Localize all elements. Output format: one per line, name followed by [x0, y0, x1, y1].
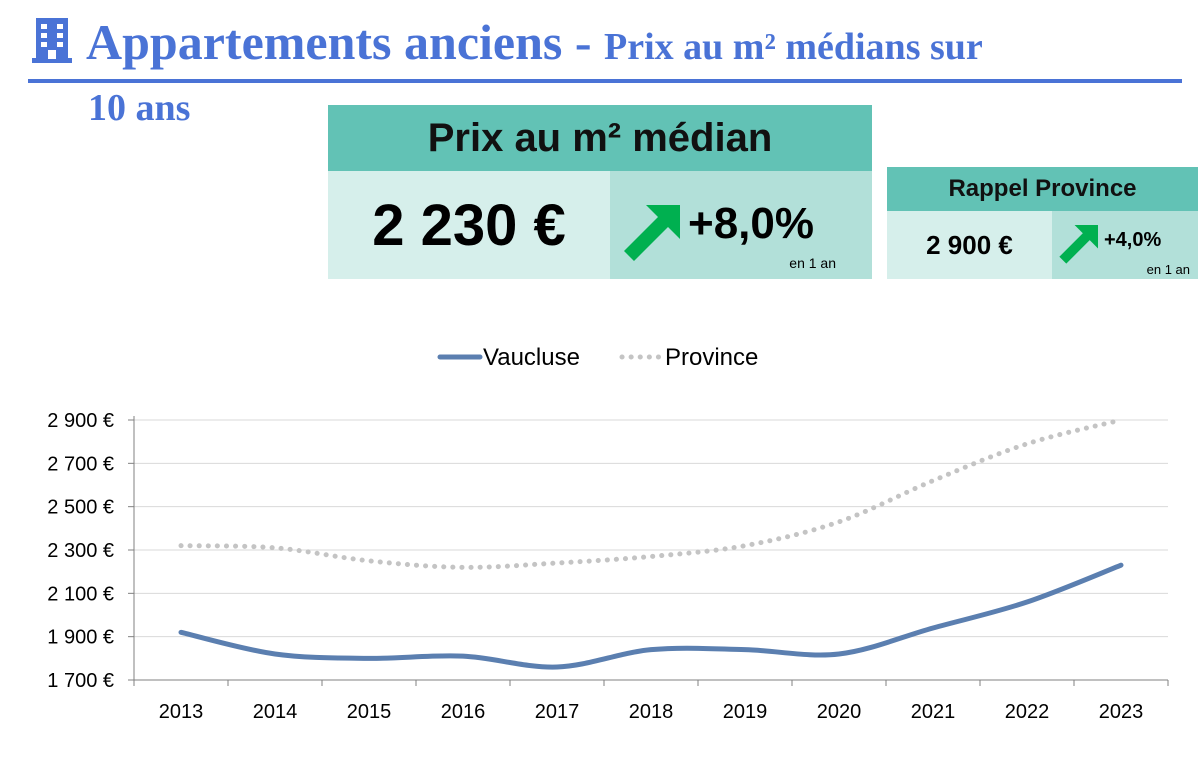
legend-label-vaucluse: Vaucluse — [483, 344, 580, 371]
kpi-main-label: Prix au m² médian — [328, 105, 872, 171]
arrow-up-right-icon — [624, 205, 680, 261]
title-main: Appartements anciens - — [86, 14, 605, 70]
kpi-province-period: en 1 an — [1146, 262, 1190, 277]
kpi-main-period: en 1 an — [789, 255, 836, 271]
x-tick-label: 2022 — [1005, 701, 1050, 723]
page-title: Appartements anciens - Prix au m² médian… — [86, 12, 983, 77]
arrow-up-right-icon — [1059, 225, 1098, 264]
x-tick-label: 2023 — [1099, 701, 1144, 723]
kpi-main-value: 2 230 € — [328, 171, 610, 279]
y-tick-label: 2 700 € — [47, 453, 114, 475]
title-underline — [28, 79, 1182, 83]
kpi-province-label: Rappel Province — [887, 167, 1198, 211]
kpi-province-value: 2 900 € — [887, 211, 1052, 279]
chart-series — [178, 417, 1124, 670]
chart-gridlines — [134, 419, 1168, 638]
x-tick-label: 2021 — [911, 701, 956, 723]
building-icon — [32, 18, 72, 63]
x-tick-label: 2014 — [253, 701, 298, 723]
y-tick-label: 2 900 € — [47, 410, 114, 432]
kpi-card-main: Prix au m² médian 2 230 € +8,0% en 1 an — [328, 105, 872, 279]
y-tick-label: 1 900 € — [47, 627, 114, 649]
kpi-main-change-cell: +8,0% en 1 an — [610, 171, 872, 279]
x-tick-label: 2016 — [441, 701, 486, 723]
x-tick-label: 2015 — [347, 701, 392, 723]
x-tick-label: 2013 — [159, 701, 204, 723]
x-axis: 2013 2014 2015 2016 2017 2018 2019 2020 2021 2022… — [133, 679, 1169, 723]
x-tick-label: 2017 — [535, 701, 580, 723]
series-line-province — [178, 417, 1124, 570]
title-sub: Prix au m² médians sur — [604, 26, 983, 68]
title-continuation: 10 ans — [88, 87, 191, 129]
y-tick-label: 2 100 € — [47, 583, 114, 605]
legend-label-province: Province — [665, 344, 758, 371]
x-tick-label: 2020 — [817, 701, 862, 723]
kpi-province-change-cell: +4,0% en 1 an — [1052, 211, 1198, 279]
kpi-main-change: +8,0% — [688, 199, 814, 248]
kpi-province-change: +4,0% — [1104, 229, 1162, 251]
chart-legend: Vaucluse Province — [437, 344, 758, 371]
y-axis: 1 700 € 1 900 € 2 100 € 2 300 € 2 500 € 2 700… — [47, 410, 135, 692]
x-tick-label: 2018 — [629, 701, 674, 723]
x-tick-label: 2019 — [723, 701, 768, 723]
series-line-vaucluse — [178, 562, 1124, 670]
kpi-card-province: Rappel Province 2 900 € +4,0% en 1 an — [887, 167, 1198, 279]
y-tick-label: 1 700 € — [47, 670, 114, 692]
y-tick-label: 2 300 € — [47, 540, 114, 562]
y-tick-label: 2 500 € — [47, 497, 114, 519]
price-line-chart: Vaucluse Province 1 700 € 1 900 € 2 100 € 2 … — [47, 344, 1169, 723]
